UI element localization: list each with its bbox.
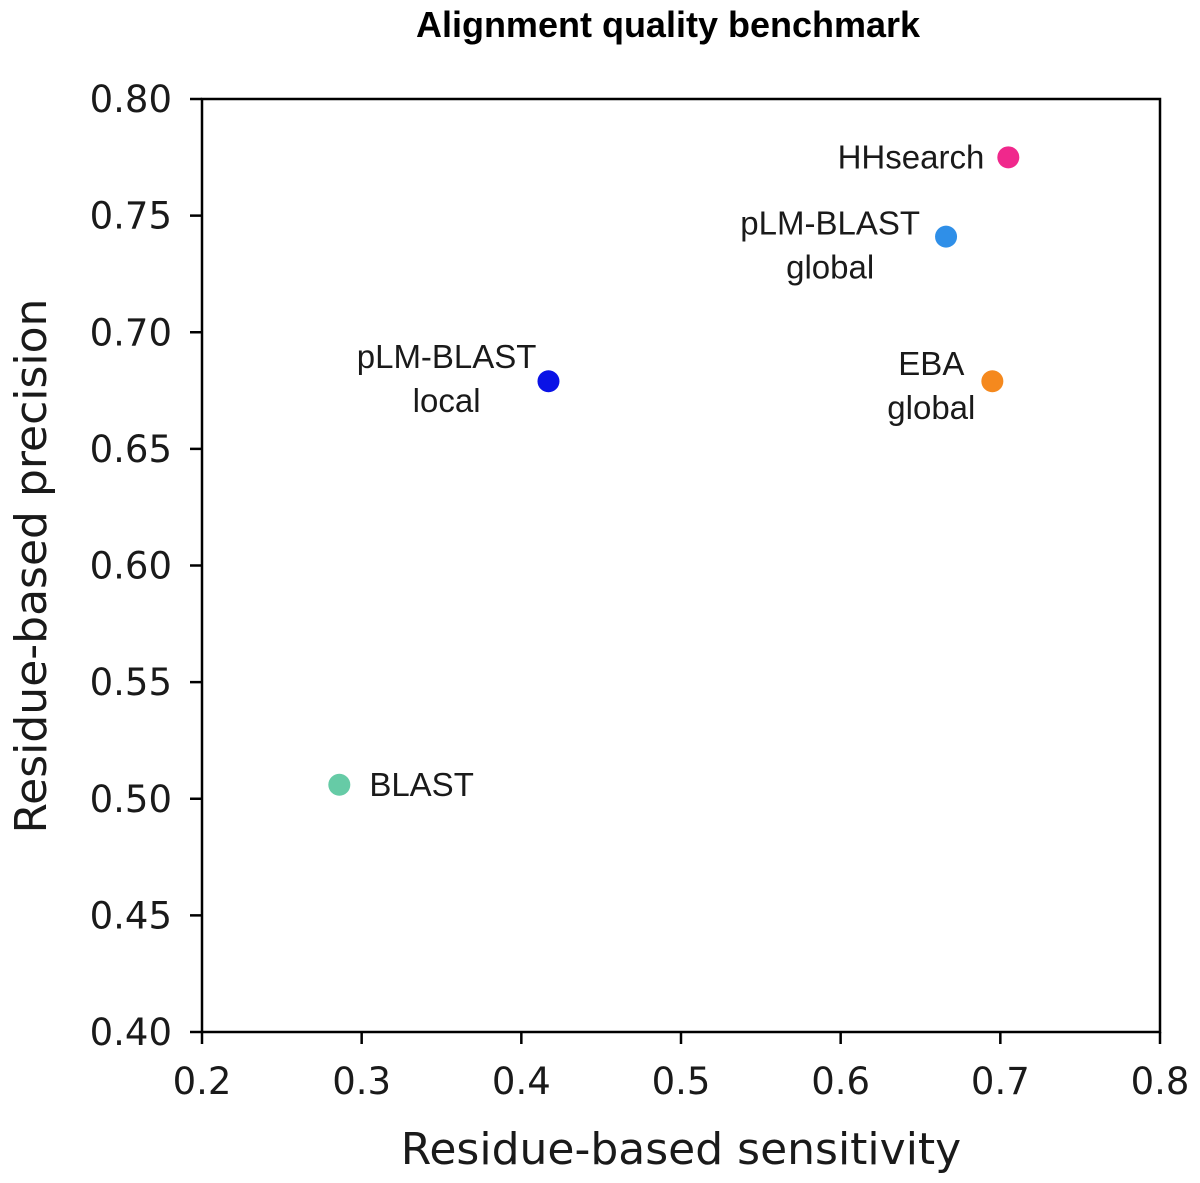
x-tick-label: 0.5 (652, 1060, 711, 1103)
y-tick-label: 0.70 (90, 311, 172, 354)
y-tick-label: 0.75 (90, 195, 172, 238)
point-label: pLM-BLAST (740, 205, 920, 242)
point-label: global (786, 249, 874, 286)
y-tick-label: 0.50 (90, 778, 172, 821)
x-tick-label: 0.2 (173, 1060, 232, 1103)
x-tick-label: 0.3 (332, 1060, 391, 1103)
x-tick-label: 0.6 (811, 1060, 870, 1103)
point-label: EBA (898, 345, 964, 382)
data-point (981, 370, 1004, 393)
data-point (935, 225, 958, 248)
point-label: HHsearch (838, 138, 985, 175)
y-axis-label: Residue-based precision (6, 299, 57, 834)
point-label: BLAST (369, 766, 474, 803)
x-tick-label: 0.8 (1131, 1060, 1190, 1103)
y-tick-label: 0.80 (90, 78, 172, 121)
data-points: HHsearch pLM-BLAST global pLM-BLAST local EBA… (328, 138, 1020, 803)
y-axis-ticks: 0.40 0.45 0.50 0.55 0.60 0.65 0.70 0.75 0.80 (90, 78, 202, 1054)
chart-title: Alignment quality benchmark (416, 4, 921, 45)
data-point-group: HHsearch (838, 138, 1020, 175)
y-tick-label: 0.60 (90, 545, 172, 588)
y-tick-label: 0.45 (90, 894, 172, 937)
data-point-group: pLM-BLAST global (740, 205, 958, 286)
y-tick-label: 0.40 (90, 1011, 172, 1054)
y-tick-label: 0.65 (90, 428, 172, 471)
data-point (997, 146, 1020, 169)
x-axis-label: Residue-based sensitivity (401, 1124, 961, 1175)
x-axis-ticks: 0.2 0.3 0.4 0.5 0.6 0.7 0.8 (173, 1032, 1190, 1103)
plot-frame (200, 97, 1162, 1034)
point-label: pLM-BLAST (357, 338, 537, 375)
data-point-group: pLM-BLAST local (357, 338, 560, 419)
data-point-group: EBA global (887, 345, 1004, 426)
data-point (328, 773, 351, 796)
y-tick-label: 0.55 (90, 661, 172, 704)
data-point-group: BLAST (328, 766, 474, 803)
point-label: global (887, 389, 975, 426)
x-tick-label: 0.4 (492, 1060, 551, 1103)
x-tick-label: 0.7 (971, 1060, 1030, 1103)
data-point (537, 370, 560, 393)
point-label: local (413, 382, 481, 419)
